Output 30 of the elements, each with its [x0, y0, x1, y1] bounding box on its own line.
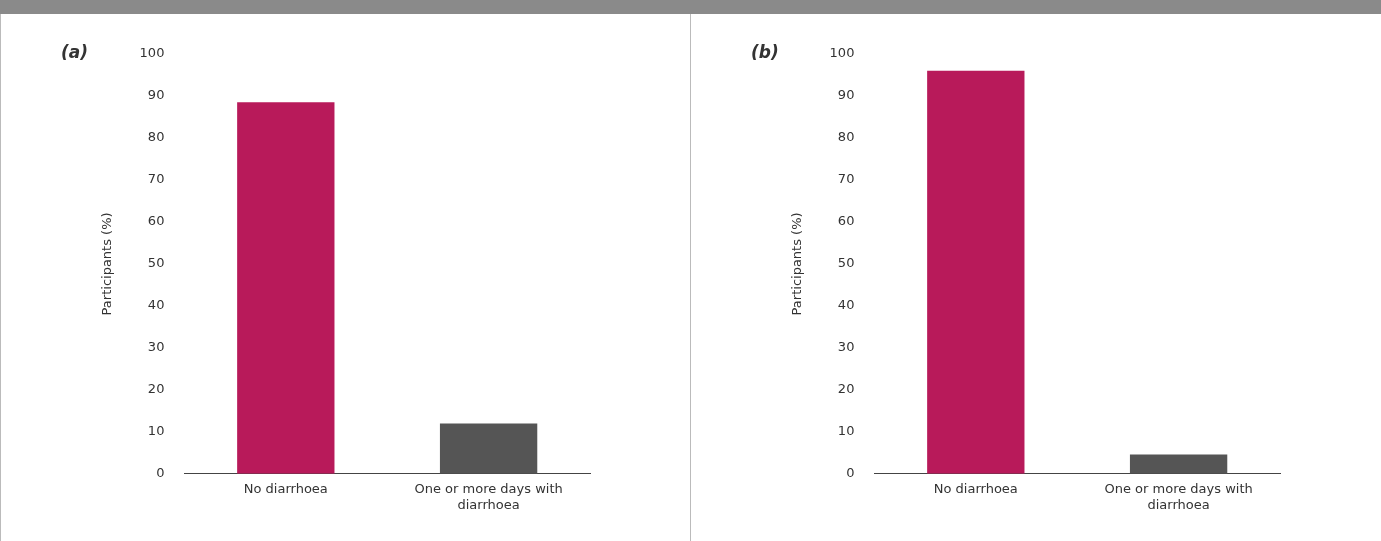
y-tick-label: 70	[147, 171, 165, 187]
y-tick-label: 20	[147, 381, 165, 397]
y-tick-label: 30	[147, 339, 165, 355]
y-tick-label: 60	[147, 213, 165, 229]
y-tick-label: 40	[147, 297, 165, 313]
y-axis-title: Participants (%)	[789, 212, 805, 316]
y-tick-label: 0	[156, 465, 165, 481]
y-tick-label: 40	[837, 297, 855, 313]
x-tick-label: No diarrhoea	[933, 480, 1018, 496]
y-tick-label: 10	[147, 423, 165, 439]
y-tick-label: 60	[837, 213, 855, 229]
y-tick-label: 20	[837, 381, 855, 397]
y-tick-label: 0	[846, 465, 855, 481]
y-tick-label: 100	[139, 45, 165, 61]
y-tick-label: 70	[837, 171, 855, 187]
y-tick-label: 30	[837, 339, 855, 355]
x-tick-label: No diarrhoea	[243, 480, 328, 496]
y-tick-label: 80	[837, 129, 855, 145]
y-tick-label: 90	[147, 87, 165, 103]
y-tick-label: 80	[147, 129, 165, 145]
y-tick-label: 50	[147, 255, 165, 271]
x-tick-label: One or more days with diarrhoea	[414, 480, 563, 512]
y-axis-title: Participants (%)	[99, 212, 115, 316]
y-tick-label: 90	[837, 87, 855, 103]
y-tick-label: 100	[829, 45, 855, 61]
chart-title: (a)	[61, 42, 89, 63]
chart-title: (b)	[751, 42, 779, 63]
x-tick-label: One or more days with diarrhoea	[1104, 480, 1253, 512]
y-tick-label: 50	[837, 255, 855, 271]
y-tick-label: 10	[837, 423, 855, 439]
